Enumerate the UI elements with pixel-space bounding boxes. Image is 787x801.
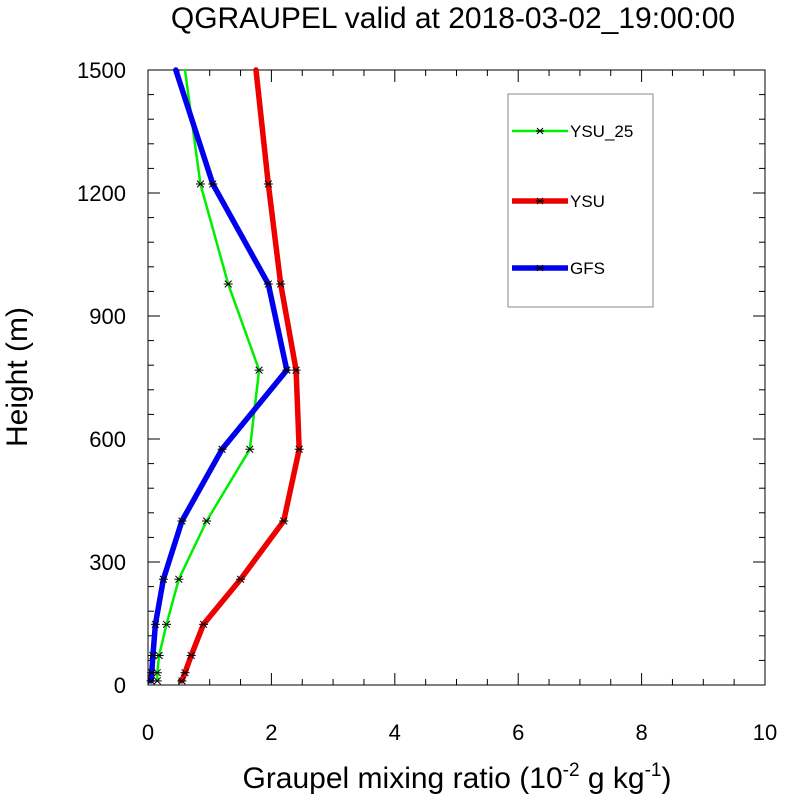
data-point-gfs (147, 668, 157, 677)
data-point-ysu (276, 280, 286, 288)
data-point-ysu_25-stroke (255, 366, 263, 374)
data-point-gfs-stroke (149, 651, 157, 660)
data-point-ysu_25-stroke (162, 620, 171, 629)
data-point-ysu_25 (202, 517, 212, 525)
data-point-ysu (291, 366, 301, 374)
data-point-ysu_25 (245, 445, 255, 453)
data-point-gfs (282, 366, 292, 374)
y-axis-title: Height (m) (1, 307, 34, 447)
chart-title: QGRAUPEL valid at 2018-03-02_19:00:00 (171, 2, 735, 35)
data-point-gfs-stroke (147, 677, 155, 685)
data-point-ysu_25-stroke (202, 517, 211, 525)
legend-marker-ysu_25-stroke (536, 127, 544, 135)
data-point-gfs (150, 620, 160, 629)
data-point-ysu-stroke (181, 668, 189, 677)
data-point-gfs (217, 445, 227, 453)
legend-marker-gfs-stroke (536, 264, 544, 272)
data-point-gfs (263, 280, 273, 288)
data-point-ysu-stroke (199, 620, 208, 629)
x-axis-title-end: ) (662, 762, 672, 795)
legend-label-ysu_25: YSU_25 (570, 122, 633, 141)
data-point-ysu (199, 620, 209, 629)
legend-label-ysu: YSU (570, 192, 605, 211)
plot-frame (147, 69, 766, 686)
data-point-ysu-stroke (292, 366, 300, 374)
data-point-ysu (177, 677, 187, 685)
y-tick-label: 1500 (77, 58, 126, 83)
legend-items: YSU_25 YSU GFS (512, 122, 633, 278)
y-tick-label: 1200 (77, 181, 126, 206)
x-axis-title-main: Graupel mixing ratio (10 (242, 762, 562, 795)
data-point-ysu-stroke (187, 651, 195, 660)
data-point-gfs-stroke (283, 366, 291, 374)
data-point-ysu_25-stroke (175, 575, 183, 583)
data-point-ysu (180, 668, 190, 677)
data-point-ysu-stroke (236, 575, 245, 583)
series-markers (146, 180, 304, 685)
axis-tick-labels: 0 2 4 6 8 10 0 300 600 900 1200 1500 (77, 58, 777, 745)
data-point-gfs-stroke (178, 517, 186, 525)
x-tick-label: 10 (753, 720, 777, 745)
data-point-ysu_25-stroke (196, 180, 205, 188)
data-point-ysu-stroke (264, 180, 273, 188)
x-tick-label: 4 (389, 720, 401, 745)
y-tick-label: 900 (89, 304, 126, 329)
legend-marker-ysu_25 (536, 127, 544, 135)
y-tick-label: 0 (114, 673, 126, 698)
legend-marker-gfs (536, 264, 544, 272)
legend: YSU_25 YSU GFS (507, 93, 654, 308)
data-point-ysu_25-stroke (246, 445, 254, 453)
data-point-ysu_25 (162, 620, 172, 629)
x-axis-title-exp2: -1 (645, 760, 662, 781)
data-point-gfs-stroke (147, 668, 156, 677)
data-point-ysu_25 (223, 280, 233, 288)
data-point-ysu-stroke (276, 280, 285, 288)
data-point-gfs-stroke (264, 280, 273, 288)
data-point-ysu_25-stroke (155, 651, 163, 660)
data-point-ysu_25 (195, 180, 205, 188)
data-point-ysu (186, 651, 196, 660)
data-point-gfs (148, 651, 158, 660)
y-tick-label: 600 (89, 427, 126, 452)
data-point-gfs-stroke (159, 575, 168, 583)
data-point-gfs (146, 677, 156, 685)
data-point-ysu_25-stroke (153, 677, 161, 685)
x-axis-title-exp1: -2 (563, 760, 580, 781)
legend-label-gfs: GFS (570, 259, 605, 278)
data-point-ysu_25 (174, 575, 184, 583)
data-point-gfs-stroke (209, 180, 217, 188)
data-point-gfs (208, 180, 218, 188)
legend-marker-ysu-stroke (536, 197, 544, 205)
data-point-ysu-stroke (178, 677, 186, 685)
data-point-ysu_25 (254, 366, 264, 374)
legend-marker-ysu (536, 197, 544, 205)
x-axis-title-mid: g kg (580, 762, 645, 795)
data-point-gfs-stroke (151, 620, 160, 629)
axis-ticks (147, 69, 766, 686)
data-point-ysu (279, 517, 289, 525)
data-point-ysu (263, 180, 273, 188)
data-point-ysu_25-stroke (224, 280, 232, 288)
y-tick-label: 300 (89, 550, 126, 575)
x-tick-label: 2 (265, 720, 277, 745)
data-point-gfs (158, 575, 168, 583)
x-tick-label: 0 (142, 720, 154, 745)
data-point-ysu_25-stroke (153, 668, 161, 677)
data-point-ysu (236, 575, 246, 583)
data-point-ysu-stroke (295, 445, 303, 453)
data-point-ysu-stroke (280, 517, 288, 525)
x-tick-label: 6 (512, 720, 524, 745)
series-lines (148, 67, 302, 684)
data-point-ysu (294, 445, 304, 453)
data-point-gfs (177, 517, 187, 525)
x-tick-label: 8 (635, 720, 647, 745)
data-point-gfs-stroke (218, 445, 226, 453)
x-axis-title: Graupel mixing ratio (10-2 g kg-1) (242, 760, 671, 795)
